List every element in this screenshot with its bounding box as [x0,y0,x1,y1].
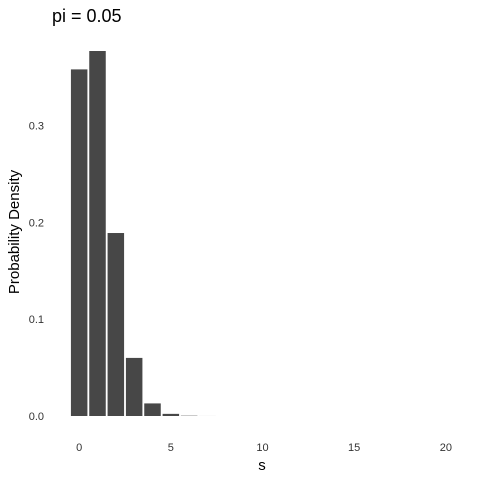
y-axis-label: Probability Density [6,169,23,294]
bar-5 [162,413,180,416]
y-tick-label: 0.0 [29,411,44,423]
bar-1 [89,51,106,416]
y-tick-labels: 0.0 0.1 0.2 0.3 [29,121,44,423]
x-tick-label: 20 [440,442,452,454]
bar-3 [125,357,143,416]
bar-4 [144,403,161,416]
bar-0 [70,69,88,416]
x-axis-label: s [258,457,266,474]
x-tick-label: 15 [348,442,360,454]
x-tick-label: 10 [256,442,268,454]
bars-group [70,51,216,416]
y-tick-label: 0.3 [29,121,44,133]
x-tick-label: 0 [76,442,82,454]
y-tick-label: 0.2 [29,217,44,229]
x-tick-label: 5 [168,442,174,454]
chart-title: pi = 0.05 [52,6,122,26]
y-tick-label: 0.1 [29,314,44,326]
bar-2 [107,233,125,416]
x-tick-labels: 0 5 10 15 20 [76,442,452,454]
